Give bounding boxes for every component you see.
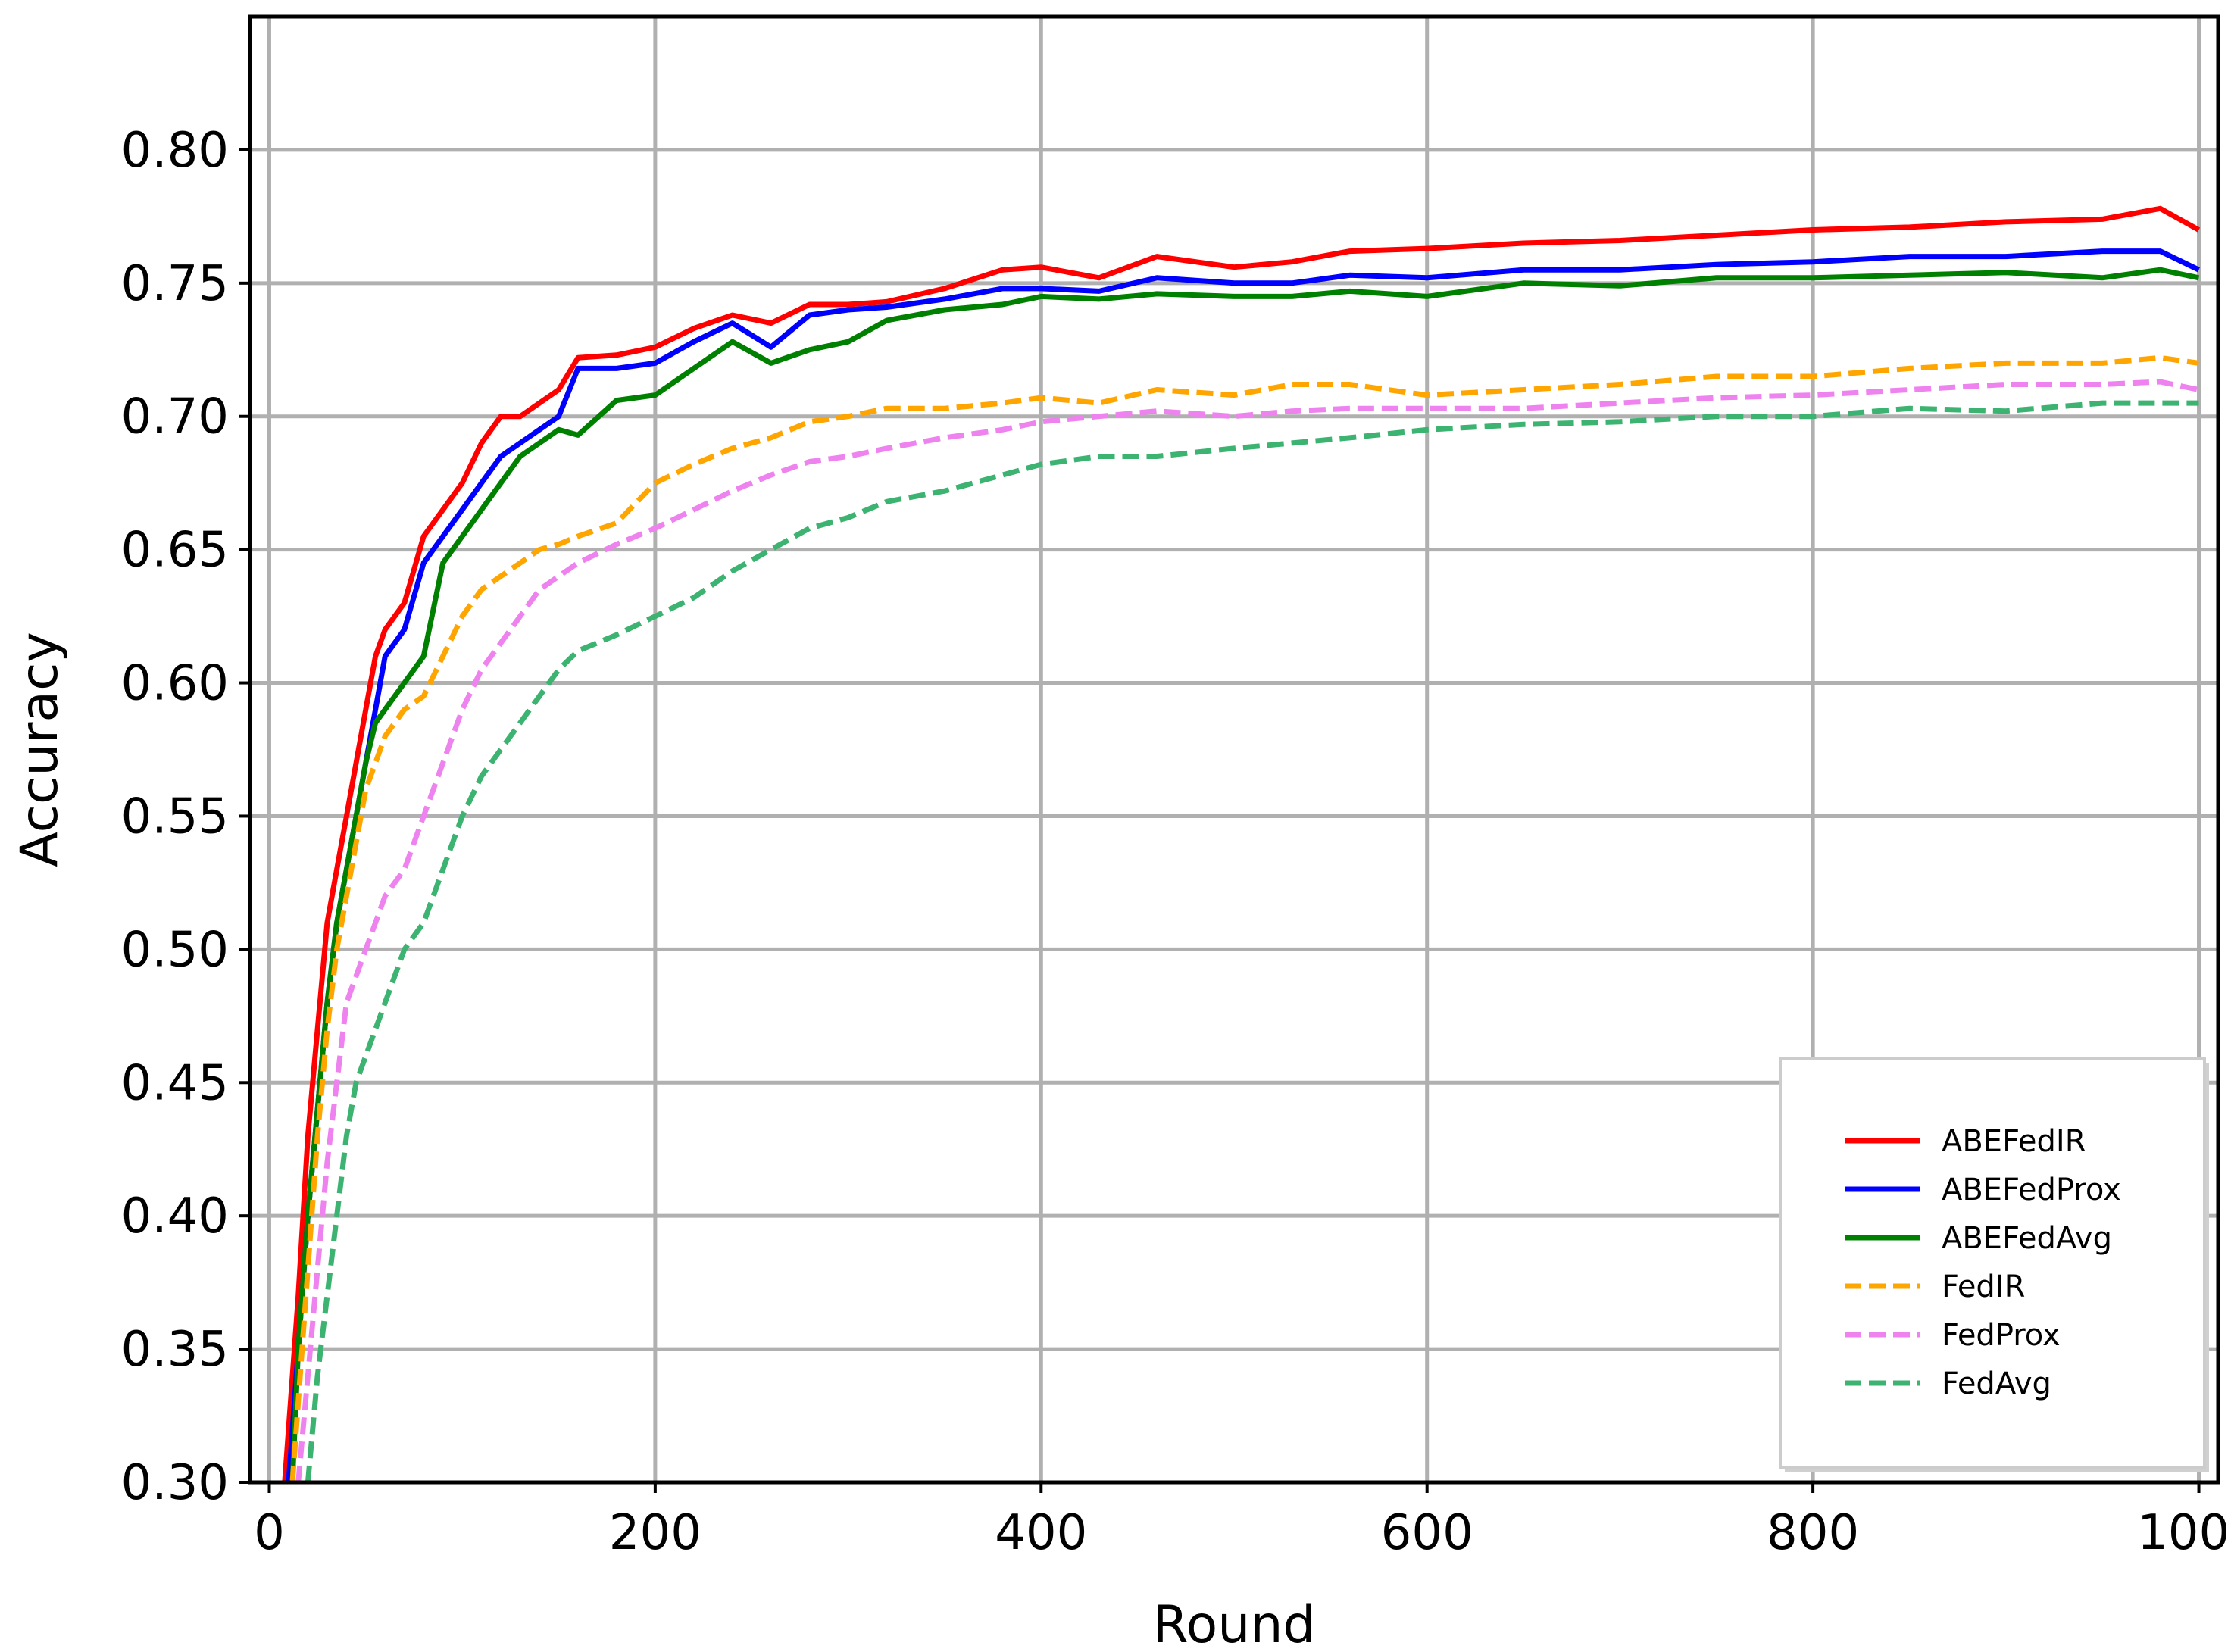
legend-label-abefedprox: ABEFedProx <box>1942 1173 2121 1207</box>
series-line-fedir <box>289 354 2199 1483</box>
y-tick-label: 0.70 <box>121 389 230 445</box>
x-tick-label: 600 <box>1381 1505 1473 1561</box>
y-tick-label: 0.35 <box>121 1322 230 1378</box>
x-tick-label: 800 <box>1767 1505 1859 1561</box>
legend-label-fedavg: FedAvg <box>1942 1366 2051 1401</box>
y-tick-label: 0.60 <box>121 656 230 712</box>
legend-box <box>1779 1057 2206 1469</box>
legend-label-abefedavg: ABEFedAvg <box>1942 1221 2112 1256</box>
series-layer <box>282 205 2201 1483</box>
y-tick-label: 0.30 <box>121 1455 230 1511</box>
series-line-abefedir <box>282 205 2201 1483</box>
x-axis-title: Round <box>1152 1595 1315 1652</box>
y-tick-label: 0.65 <box>121 523 230 579</box>
y-tick-label: 0.80 <box>121 123 230 179</box>
legend-label-fedprox: FedProx <box>1942 1318 2061 1353</box>
y-tick-label: 0.75 <box>121 256 230 312</box>
x-tick-label: 400 <box>995 1505 1087 1561</box>
x-tick-label: 0 <box>254 1505 285 1561</box>
x-tick-label: 200 <box>609 1505 701 1561</box>
series-line-fedavg <box>305 400 2199 1483</box>
axes-frame <box>248 14 2220 1485</box>
y-tick-label: 0.45 <box>121 1055 230 1111</box>
legend-label-fedir: FedIR <box>1942 1269 2025 1304</box>
legend: ABEFedIR ABEFedProx ABEFedAvg FedIR FedProx F… <box>1779 1057 2209 1472</box>
y-axis-title: Accuracy <box>10 632 70 867</box>
y-tick-label: 0.40 <box>121 1188 230 1244</box>
series-line-abefedavg <box>289 267 2200 1483</box>
y-tick-label: 0.55 <box>121 789 230 845</box>
legend-label-abefedir: ABEFedIR <box>1942 1124 2086 1159</box>
y-tick-label: 0.50 <box>121 922 230 978</box>
